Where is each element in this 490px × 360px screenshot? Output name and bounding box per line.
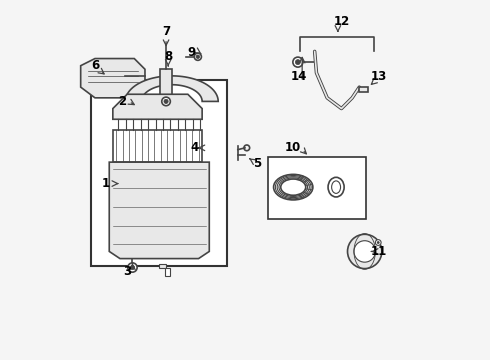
Text: 9: 9 xyxy=(187,46,196,59)
Circle shape xyxy=(377,241,380,244)
Text: 7: 7 xyxy=(162,25,170,38)
Bar xyxy=(268,157,367,219)
Bar xyxy=(359,87,368,93)
Circle shape xyxy=(293,57,303,67)
Bar xyxy=(159,264,166,267)
Text: 14: 14 xyxy=(291,70,307,83)
Circle shape xyxy=(162,97,171,106)
Text: 13: 13 xyxy=(371,70,387,83)
PathPatch shape xyxy=(125,76,218,102)
Text: 11: 11 xyxy=(371,245,387,258)
Text: 1: 1 xyxy=(101,177,110,190)
Circle shape xyxy=(375,240,381,246)
Circle shape xyxy=(130,265,135,270)
PathPatch shape xyxy=(81,59,145,98)
Text: 4: 4 xyxy=(191,141,199,154)
Text: 10: 10 xyxy=(285,141,301,154)
Circle shape xyxy=(128,263,137,272)
Bar xyxy=(113,130,202,162)
Ellipse shape xyxy=(328,177,344,197)
PathPatch shape xyxy=(109,162,209,258)
Circle shape xyxy=(196,55,199,59)
Bar xyxy=(160,69,172,102)
Text: 5: 5 xyxy=(253,157,262,170)
Bar xyxy=(92,80,227,266)
Bar xyxy=(165,267,170,276)
Text: 2: 2 xyxy=(118,95,126,108)
Circle shape xyxy=(164,99,168,104)
PathPatch shape xyxy=(113,94,202,119)
Text: 12: 12 xyxy=(333,14,349,27)
Circle shape xyxy=(347,234,382,269)
Circle shape xyxy=(194,53,201,60)
Text: 6: 6 xyxy=(92,59,100,72)
Circle shape xyxy=(295,60,300,64)
Circle shape xyxy=(354,241,375,262)
Text: 3: 3 xyxy=(123,265,131,278)
Text: 8: 8 xyxy=(164,50,172,63)
